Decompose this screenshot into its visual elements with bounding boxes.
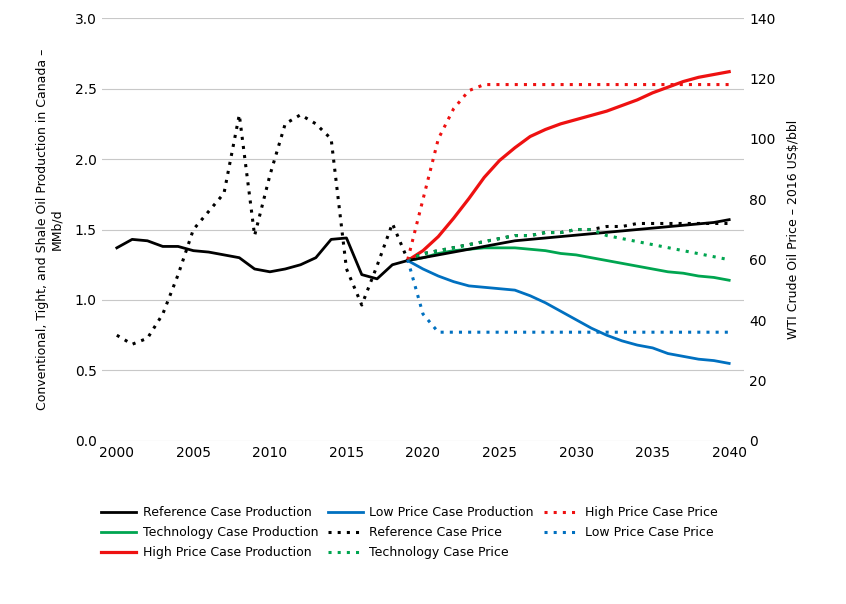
Y-axis label: WTI Crude Oil Price – 2016 US$/bbl: WTI Crude Oil Price – 2016 US$/bbl [787, 120, 799, 339]
Y-axis label: Conventional, Tight, and Shale Oil Production in Canada –
MMb/d: Conventional, Tight, and Shale Oil Produ… [36, 49, 63, 410]
Legend: Reference Case Production, Technology Case Production, High Price Case Productio: Reference Case Production, Technology Ca… [102, 506, 718, 559]
